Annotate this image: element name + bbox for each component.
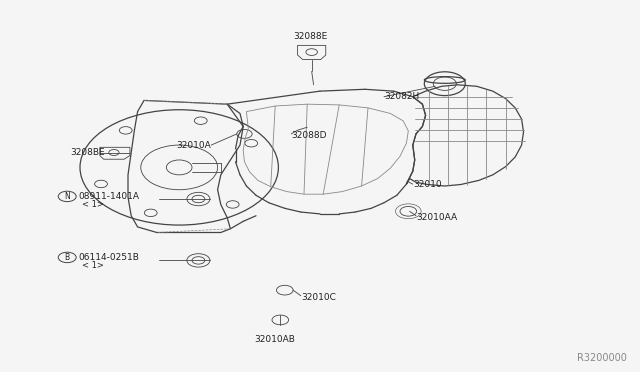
Text: N: N (65, 192, 70, 201)
Text: B: B (65, 253, 70, 262)
Text: < 1>: < 1> (82, 262, 104, 270)
Text: 32082H: 32082H (384, 92, 419, 101)
Text: 32010: 32010 (413, 180, 442, 189)
Text: 32010A: 32010A (177, 141, 211, 150)
Text: 32010AA: 32010AA (416, 213, 457, 222)
Text: R3200000: R3200000 (577, 353, 627, 363)
Text: 06114-0251B: 06114-0251B (78, 253, 139, 262)
Text: 32088E: 32088E (293, 32, 328, 41)
Text: 32088D: 32088D (291, 131, 326, 140)
Text: 3208BE: 3208BE (70, 148, 105, 157)
Text: < 1>: < 1> (82, 200, 104, 209)
Text: 32010C: 32010C (301, 293, 335, 302)
Text: 32010AB: 32010AB (255, 335, 296, 344)
Text: 08911-1401A: 08911-1401A (78, 192, 139, 201)
